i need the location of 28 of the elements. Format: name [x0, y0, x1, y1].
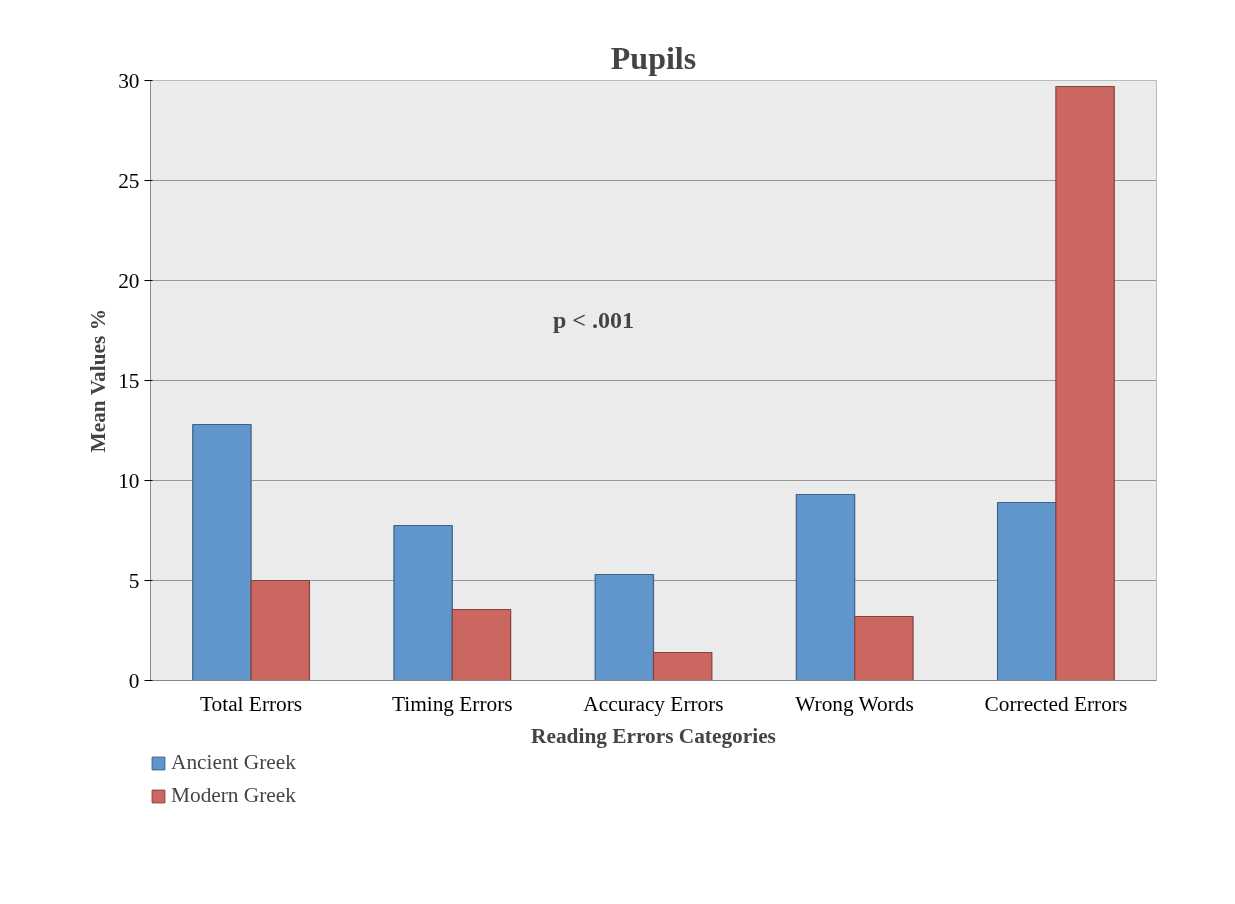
x-tick-label: Accuracy Errors — [583, 691, 724, 716]
x-tick-label: Corrected Errors — [984, 691, 1128, 716]
bar — [795, 493, 856, 681]
y-tick-label: 30 — [118, 68, 140, 93]
y-tick-label: 0 — [128, 668, 140, 693]
bar — [652, 651, 713, 681]
chart-title: Pupils — [610, 39, 697, 76]
bar — [1055, 85, 1115, 681]
y-tick-label: 10 — [118, 468, 140, 493]
legend-label: Modern Greek — [171, 783, 296, 808]
bar — [594, 573, 655, 681]
x-tick-label: Timing Errors — [391, 691, 513, 716]
legend-label: Ancient Greek — [171, 750, 296, 775]
y-tick-label: 5 — [128, 568, 140, 593]
y-tick-label: 25 — [118, 168, 140, 193]
bar — [996, 501, 1057, 681]
y-axis-title: Mean Values % — [86, 308, 111, 453]
annotation: p < .001 — [552, 306, 634, 333]
bar — [854, 615, 914, 681]
bar — [250, 579, 311, 681]
bar — [451, 608, 512, 681]
x-tick-label: Wrong Words — [795, 691, 914, 716]
bar — [393, 524, 453, 681]
bar — [192, 423, 252, 681]
y-tick-label: 15 — [118, 368, 140, 393]
y-tick-label: 20 — [118, 268, 140, 293]
x-axis-title: Reading Errors Categories — [531, 723, 776, 748]
x-tick-label: Total Errors — [200, 691, 303, 716]
